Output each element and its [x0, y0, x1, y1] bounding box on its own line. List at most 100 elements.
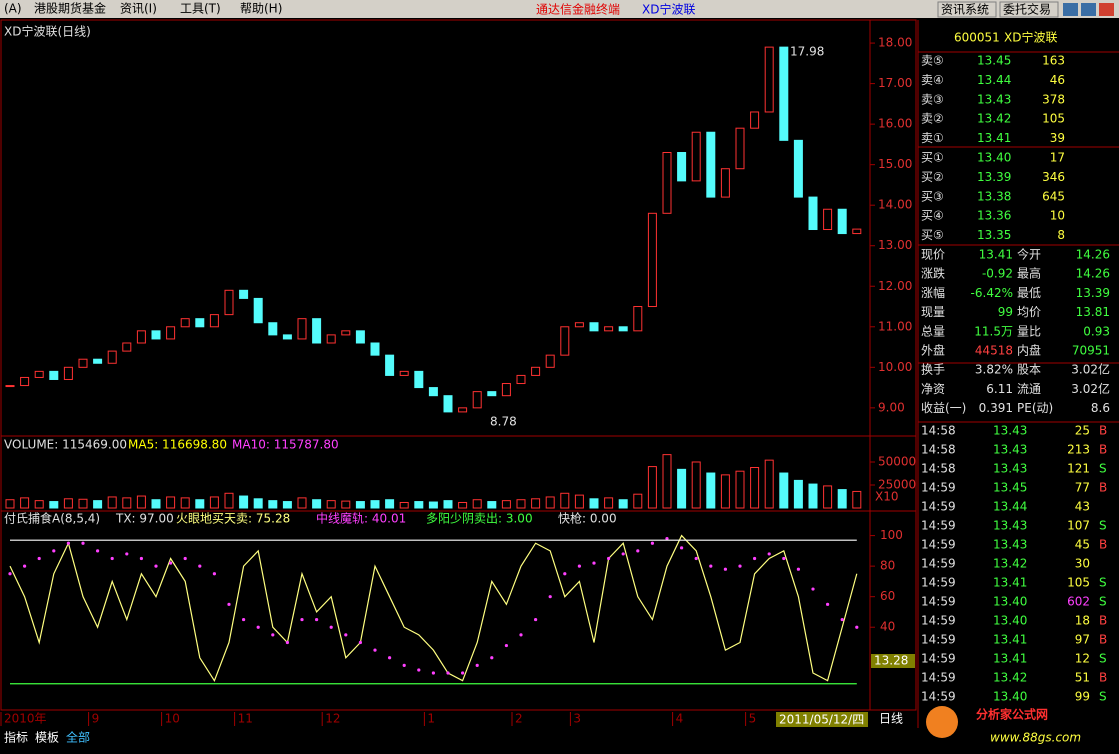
- tick-price: 13.41: [993, 576, 1027, 590]
- indicator-dot: [373, 648, 377, 652]
- date-label: 11: [238, 712, 253, 726]
- tick-side: S: [1099, 652, 1107, 666]
- menu-button[interactable]: [937, 1, 997, 18]
- volume-bar: [180, 497, 190, 509]
- volume-bar: [428, 501, 438, 509]
- stat-value: 14.26: [1076, 267, 1110, 281]
- volume-bar: [282, 501, 292, 509]
- menu-item: 帮助(H): [240, 2, 282, 16]
- candle: [195, 318, 205, 328]
- book-price: 13.35: [977, 228, 1011, 242]
- volume-bar: [793, 479, 803, 509]
- indicator-dot: [66, 541, 70, 545]
- date-label: 4: [676, 712, 684, 726]
- menu-item: 港股期货基金: [34, 1, 106, 16]
- indicator-dot: [402, 663, 406, 667]
- indicator-dot: [198, 564, 202, 568]
- volume-header: MA5: 116698.80: [128, 438, 227, 452]
- date-label: 9: [92, 712, 100, 726]
- book-volume: 163: [1042, 54, 1065, 68]
- book-label: 买④: [921, 209, 944, 223]
- window-button[interactable]: [1099, 3, 1114, 16]
- volume-bar: [560, 492, 570, 509]
- book-volume: 346: [1042, 170, 1065, 184]
- book-label: 买⑤: [921, 228, 944, 242]
- indicator-dot: [96, 549, 100, 553]
- tick-side: B: [1099, 424, 1107, 438]
- volume-bar: [677, 468, 687, 509]
- book-price: 13.36: [977, 209, 1011, 223]
- stat-value: 0.93: [1083, 324, 1110, 338]
- stat-value: 3.02亿: [1071, 362, 1110, 377]
- indicator-dot: [534, 617, 538, 622]
- tick-price: 13.42: [993, 671, 1027, 685]
- menu-button[interactable]: [999, 1, 1059, 18]
- menu-item: 工具(T): [180, 2, 221, 16]
- volume-bar: [487, 501, 497, 509]
- tick-volume: 12: [1075, 652, 1090, 666]
- tick-volume: 45: [1075, 538, 1090, 552]
- stat-value: 44518: [975, 344, 1013, 358]
- high-label: 17.98: [790, 45, 824, 59]
- indicator-dot: [782, 556, 786, 561]
- candle: [589, 322, 599, 332]
- candle: [764, 46, 774, 113]
- tick-volume: 43: [1075, 500, 1090, 514]
- indicator-dot: [811, 587, 815, 591]
- indicator-dot: [417, 668, 421, 672]
- volume-bar: [166, 496, 176, 509]
- stat-value: 0.391: [979, 401, 1013, 415]
- stat-label: PE(动): [1017, 401, 1053, 415]
- stat-label: 今开: [1017, 247, 1041, 262]
- book-price: 13.40: [977, 151, 1011, 165]
- indicator-dot: [212, 572, 216, 576]
- volume-bar: [341, 500, 351, 509]
- volume-bar: [34, 500, 44, 509]
- menu-bar: [0, 0, 1119, 18]
- volume-bar: [5, 499, 15, 509]
- watermark-url: www.88gs.com: [990, 731, 1081, 745]
- indicator-dot: [650, 541, 655, 545]
- y-tick-label: 25000: [878, 477, 916, 491]
- stock-title: XD宁波联: [642, 2, 695, 17]
- indicator-dot: [52, 549, 56, 553]
- volume-bar: [458, 501, 468, 509]
- candle: [20, 376, 30, 387]
- candle: [341, 330, 351, 336]
- candle: [531, 366, 541, 376]
- volume-bar: [297, 497, 307, 509]
- y-tick-label: 40: [880, 620, 895, 634]
- window-button[interactable]: [1081, 3, 1096, 16]
- window-button[interactable]: [1063, 3, 1078, 16]
- stat-value: 99: [998, 305, 1013, 319]
- candle: [750, 111, 760, 129]
- bottom-tab: 全部: [66, 730, 90, 745]
- candle: [545, 354, 555, 368]
- candle: [312, 318, 322, 344]
- watermark-title: 分析家公式网: [976, 707, 1048, 722]
- stat-value: 8.6: [1091, 401, 1110, 415]
- indicator-dot: [796, 567, 801, 571]
- stat-label: 总量: [921, 324, 945, 338]
- y-tick-label: 50000: [878, 454, 916, 468]
- tick-time: 14:59: [921, 481, 956, 495]
- candle: [136, 330, 146, 344]
- candle: [458, 407, 468, 413]
- stat-value: 13.39: [1076, 286, 1110, 300]
- candle: [443, 395, 453, 413]
- indicator-dot: [344, 633, 348, 637]
- book-label: 买①: [921, 151, 944, 165]
- indicator-header: 多阳少阴卖出: 3.00: [426, 512, 533, 526]
- stat-value: 11.5万: [974, 324, 1013, 338]
- book-volume: 46: [1050, 73, 1065, 87]
- candle: [297, 318, 307, 340]
- volume-bar: [107, 496, 117, 509]
- volume-bar: [385, 499, 395, 509]
- candle: [501, 383, 511, 397]
- indicator-dot: [271, 633, 275, 637]
- book-price: 13.44: [977, 73, 1011, 87]
- candle: [399, 370, 409, 376]
- tick-time: 14:59: [921, 614, 956, 628]
- candle: [604, 326, 614, 332]
- indicator-dot: [680, 546, 684, 550]
